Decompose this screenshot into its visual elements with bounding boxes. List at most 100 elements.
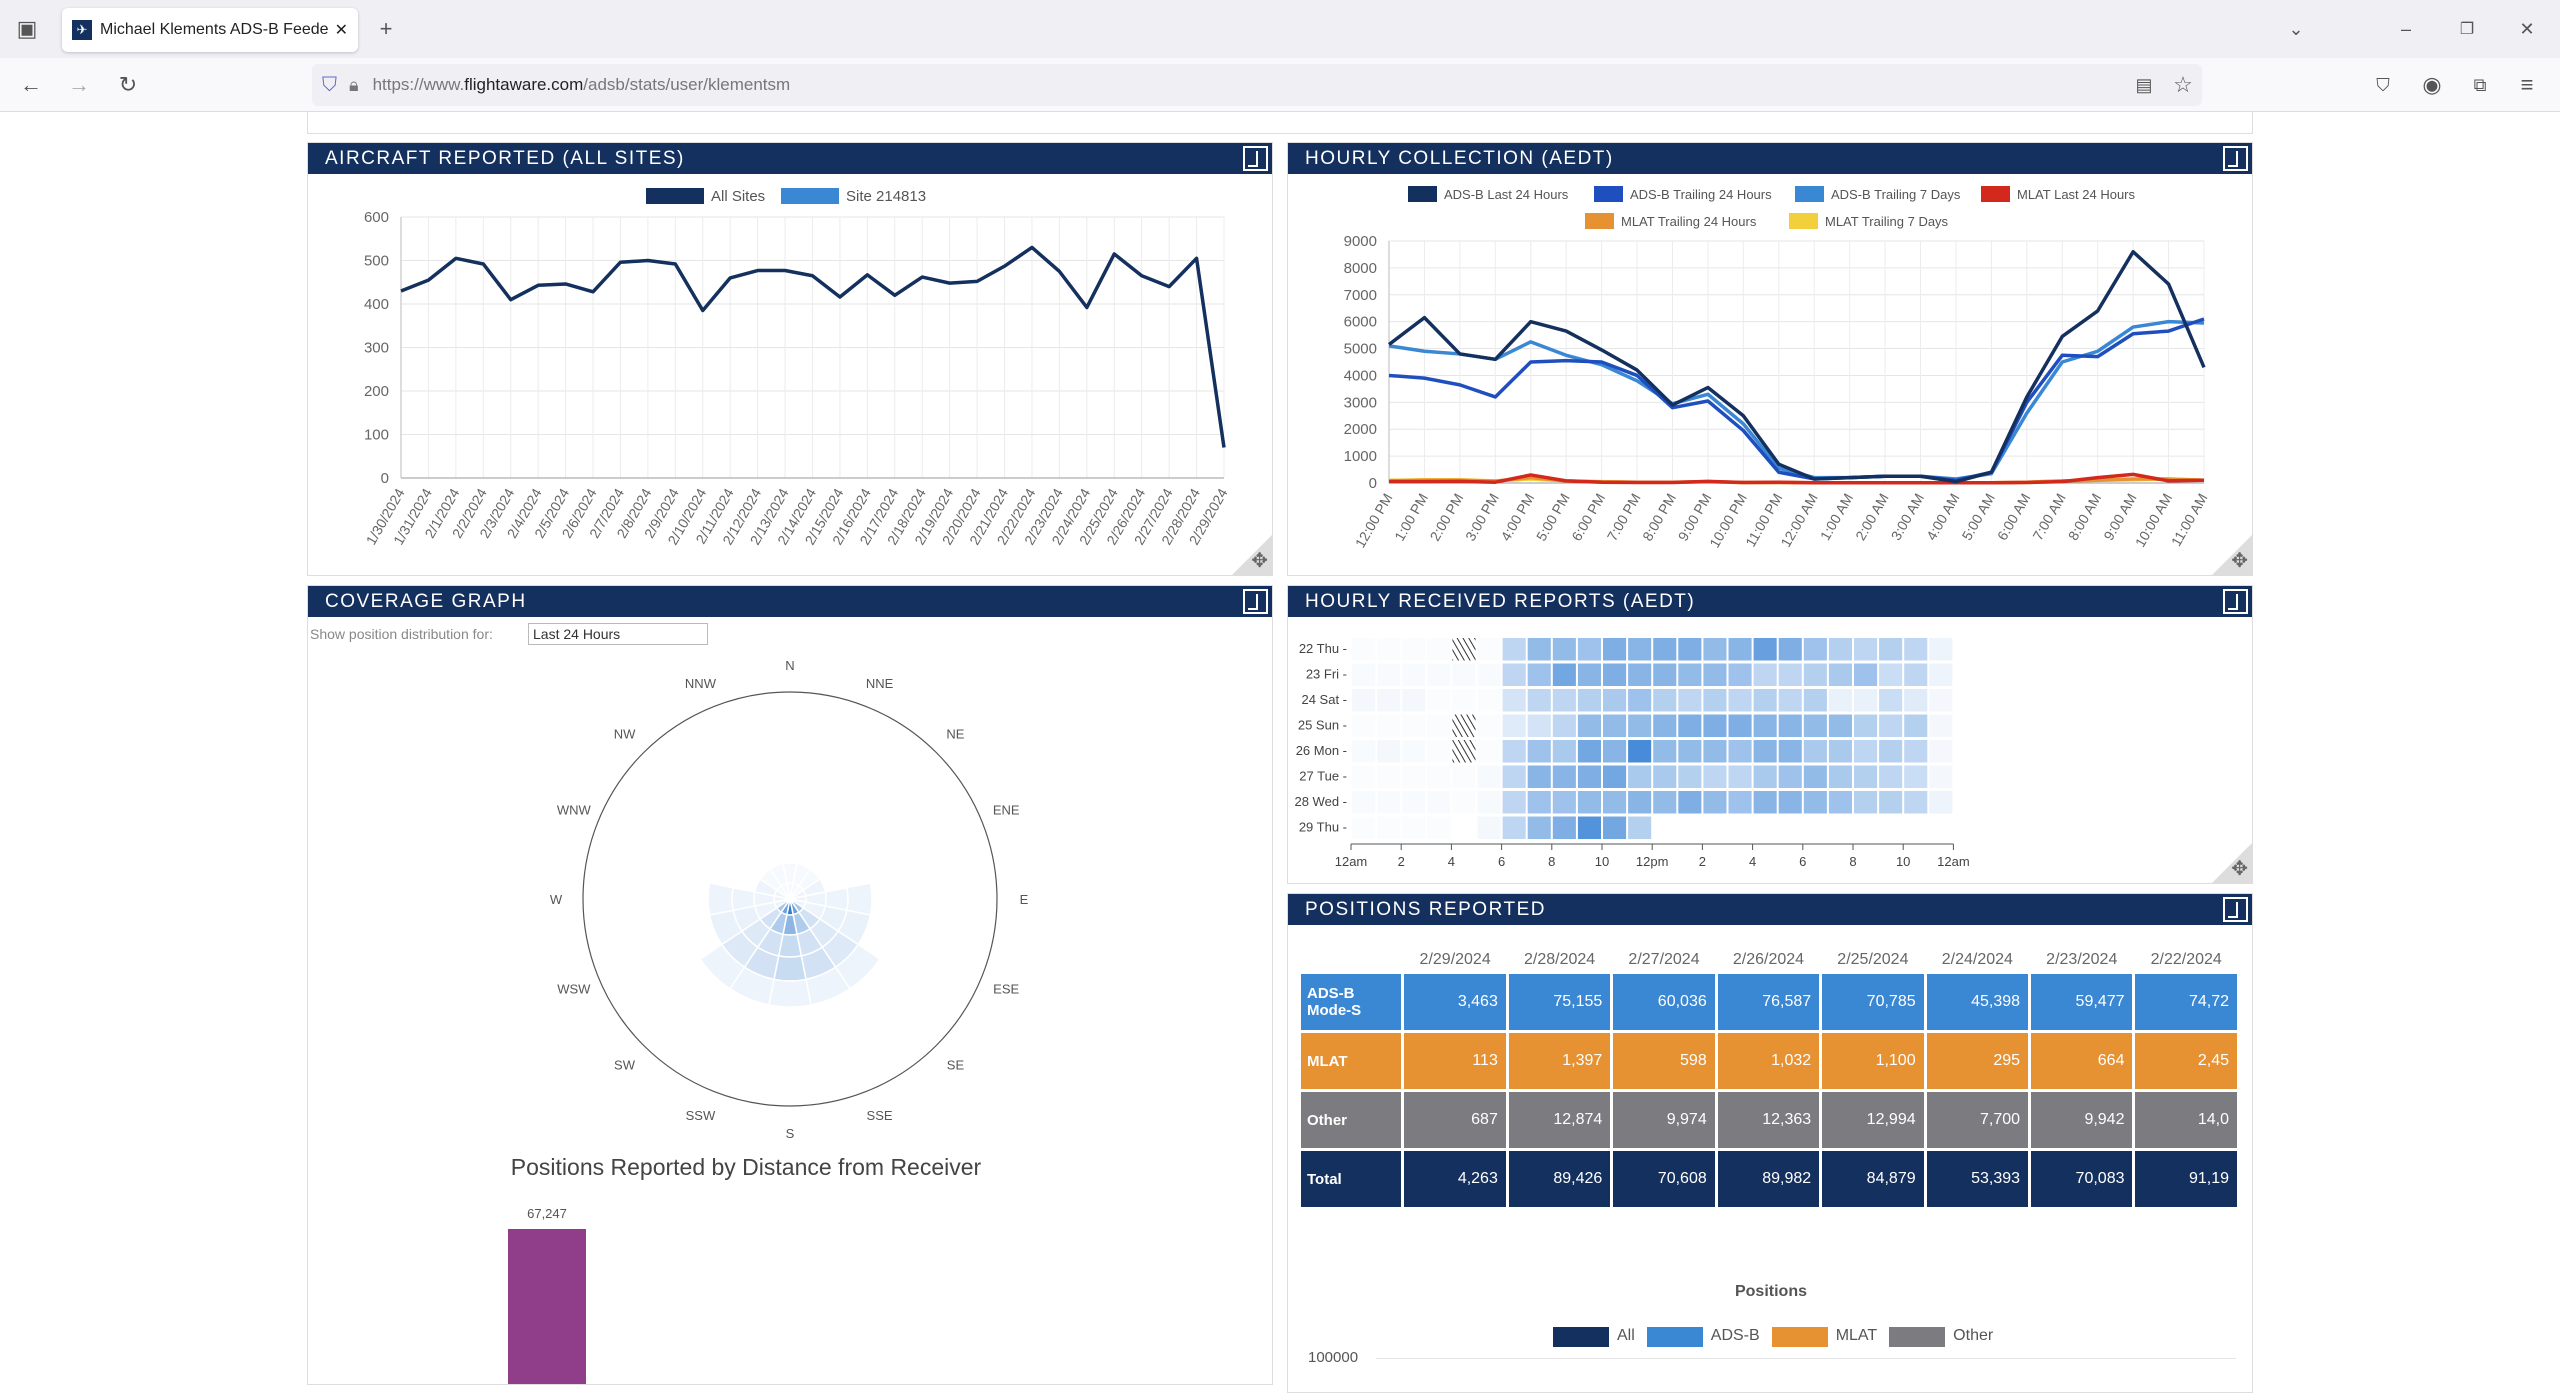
x-tick-label: 10 <box>1595 854 1609 869</box>
heatmap-cell <box>1854 791 1878 814</box>
expand-icon[interactable] <box>1243 146 1268 171</box>
date-header: 2/28/2024 <box>1523 951 1596 968</box>
pocket-icon[interactable]: ⛉ <box>2376 74 2390 95</box>
x-tick-label: 2 <box>1398 854 1405 869</box>
heatmap-cell <box>1678 714 1702 737</box>
legend-swatch[interactable] <box>1646 1327 1703 1347</box>
table-cell: 12,874 <box>1508 1092 1611 1148</box>
row-label: 24 Sat - <box>1301 692 1347 707</box>
minimize-icon[interactable]: – <box>2400 18 2411 39</box>
positions-table-wrap: 2/29/2024 2/28/2024 2/27/2024 2/26/2024 2/25… <box>1288 894 2240 1224</box>
legend-swatch <box>646 188 704 204</box>
expand-icon[interactable] <box>2223 897 2248 922</box>
x-tick-label: 5:00 AM <box>1958 491 1998 543</box>
heatmap-cell <box>1753 791 1777 814</box>
new-tab-icon[interactable]: + <box>379 16 393 41</box>
row-label: 22 Thu - <box>1299 641 1347 656</box>
close-window-icon[interactable]: ✕ <box>2519 18 2535 39</box>
legend-swatch[interactable] <box>1771 1327 1828 1347</box>
heatmap-cell <box>1753 689 1777 712</box>
direction-label: SSW <box>686 1108 716 1123</box>
heatmap-cell <box>1803 714 1827 737</box>
series-line <box>1388 317 2205 483</box>
y-tick-label: 6000 <box>1344 314 1377 331</box>
heatmap-cell <box>1352 638 1375 661</box>
heatmap-cell <box>1879 791 1903 814</box>
y-tick-label: 5000 <box>1344 341 1377 358</box>
back-icon[interactable]: ← <box>20 72 42 97</box>
y-tick-label: 600 <box>364 209 389 226</box>
heatmap-cell <box>1828 663 1852 686</box>
heatmap-cell <box>1603 638 1627 661</box>
legend-swatch[interactable] <box>1889 1327 1946 1347</box>
aircraft-line-chart: 01002003004005006001/30/20241/31/20242/1… <box>363 188 1231 547</box>
bar-data-label: 67,247 <box>527 1206 567 1221</box>
x-tick-label: 12pm <box>1636 854 1669 869</box>
heatmap-cell <box>1603 791 1627 814</box>
direction-label: NE <box>946 727 964 742</box>
heatmap-cell <box>1377 664 1400 687</box>
heatmap-cell <box>1929 689 1953 712</box>
extensions-icon[interactable]: ⧉ <box>2473 74 2487 95</box>
heatmap-cell <box>1477 816 1501 839</box>
resize-handle[interactable] <box>1232 535 1272 575</box>
heatmap-cell <box>1854 689 1878 712</box>
x-tick-label: 9:00 AM <box>2100 491 2140 543</box>
close-tab-icon[interactable]: ✕ <box>334 22 348 39</box>
legend-label[interactable]: Other <box>1953 1327 1994 1344</box>
direction-label: NNW <box>685 676 717 691</box>
resize-handle[interactable] <box>2212 843 2252 883</box>
resize-handle[interactable] <box>2212 535 2252 575</box>
heatmap-cell <box>1828 740 1852 763</box>
heatmap-cell <box>1603 714 1627 737</box>
heatmap-cell <box>1828 638 1852 661</box>
legend-label: MLAT Trailing 24 Hours <box>1621 214 1757 229</box>
gridline <box>1376 1358 2236 1359</box>
distribution-period-select[interactable]: Last 24 Hours <box>528 623 708 645</box>
table-cell: 74,72 <box>2135 974 2237 1030</box>
move-icon[interactable]: ✥ <box>2231 858 2248 880</box>
heatmap-cell <box>1854 638 1878 661</box>
row-label: 23 Fri - <box>1306 667 1347 682</box>
table-row: Total 4,263 89,426 70,608 89,982 84,879 53,393… <box>1301 1151 2237 1207</box>
heatmap-cell <box>1653 638 1677 661</box>
table-cell: 89,982 <box>1717 1151 1820 1207</box>
expand-icon[interactable] <box>2223 146 2248 171</box>
heatmap-cell <box>1753 663 1777 686</box>
heatmap-cell <box>1753 714 1777 737</box>
bookmark-star-icon[interactable]: ☆ <box>2173 72 2193 97</box>
account-icon[interactable]: ◉ <box>2422 72 2442 97</box>
table-cell: 91,19 <box>2135 1151 2237 1207</box>
move-icon[interactable]: ✥ <box>2231 550 2248 572</box>
y-tick-label: 3000 <box>1344 394 1377 411</box>
lock-icon[interactable]: 🔒︎ <box>349 74 359 95</box>
reload-icon[interactable]: ↻ <box>118 72 138 97</box>
table-cell: 45,398 <box>1926 974 2029 1030</box>
move-icon[interactable]: ✥ <box>1251 550 1268 572</box>
tab-list-icon[interactable]: ▣ <box>16 16 38 41</box>
legend-swatch <box>1408 186 1437 202</box>
shield-icon[interactable]: ⛉ <box>322 73 337 96</box>
forward-icon[interactable]: → <box>68 72 90 97</box>
restore-icon[interactable]: ❐ <box>2459 21 2475 38</box>
reader-view-icon[interactable]: ▤ <box>2135 74 2153 95</box>
heatmap-cell <box>1502 816 1526 839</box>
legend-label[interactable]: MLAT <box>1835 1327 1878 1344</box>
heatmap-cell <box>1854 714 1878 737</box>
url-bar[interactable]: ⛉ 🔒︎ https://www. flightaware.com/adsb/st… <box>312 64 2202 106</box>
heatmap-cell <box>1402 715 1425 738</box>
menu-icon[interactable]: ≡ <box>2520 72 2534 97</box>
chevron-down-icon[interactable]: ⌄ <box>2288 18 2304 39</box>
expand-icon[interactable] <box>2223 589 2248 614</box>
legend-label[interactable]: All <box>1617 1327 1635 1344</box>
heatmap-cell <box>1552 765 1576 788</box>
heatmap-cell <box>1427 740 1450 763</box>
heatmap-cell <box>1427 817 1450 840</box>
expand-icon[interactable] <box>1243 589 1268 614</box>
table-cell: 1,100 <box>1822 1033 1924 1089</box>
legend-label[interactable]: ADS-B <box>1710 1327 1760 1344</box>
heatmap-cell <box>1603 740 1627 763</box>
row-label: ADS-B Mode-S <box>1301 974 1402 1030</box>
browser-tab[interactable]: ✈ Michael Klements ADS-B Feeder ✕ <box>62 8 358 52</box>
legend-swatch[interactable] <box>1553 1327 1609 1347</box>
